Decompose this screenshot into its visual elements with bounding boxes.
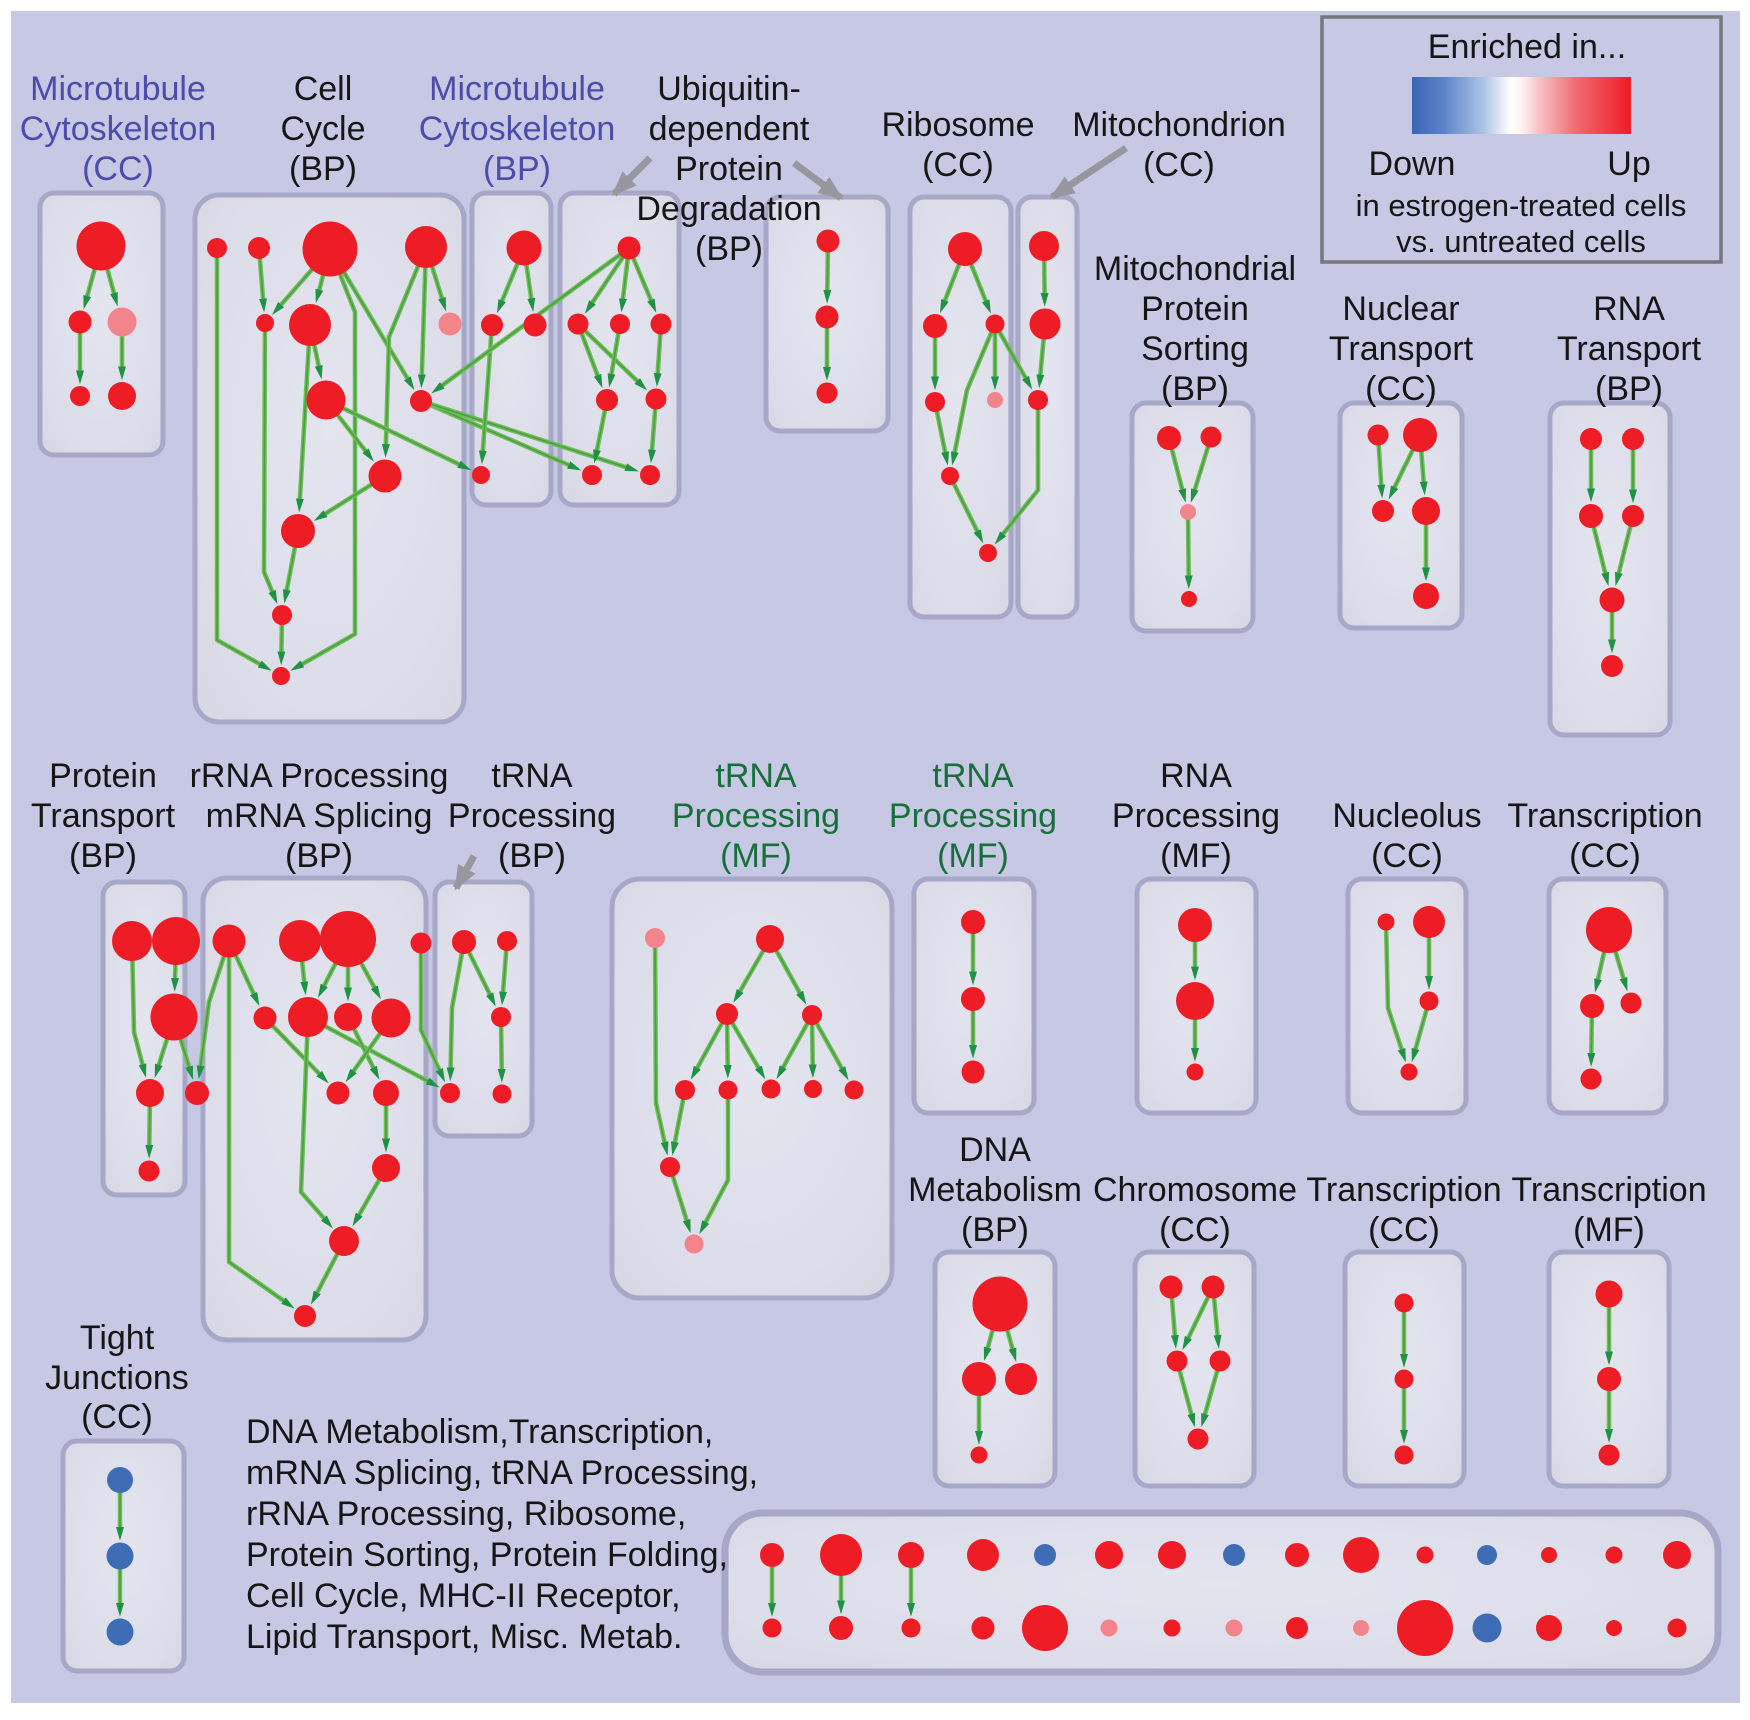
svg-text:(MF): (MF) xyxy=(720,837,792,875)
svg-text:(MF): (MF) xyxy=(1573,1211,1645,1249)
svg-text:(MF): (MF) xyxy=(937,837,1009,875)
svg-text:Cell: Cell xyxy=(294,70,353,108)
svg-text:Nucleolus: Nucleolus xyxy=(1332,797,1481,835)
svg-text:Tight: Tight xyxy=(80,1319,155,1357)
svg-text:Transport: Transport xyxy=(1557,330,1702,368)
svg-text:(CC): (CC) xyxy=(1365,370,1437,408)
svg-text:(CC): (CC) xyxy=(1371,837,1443,875)
svg-text:Cytoskeleton: Cytoskeleton xyxy=(419,110,616,148)
svg-text:Nuclear: Nuclear xyxy=(1342,290,1459,328)
svg-text:Protein Sorting, Protein Foldi: Protein Sorting, Protein Folding, xyxy=(246,1536,728,1574)
svg-text:rRNA Processing: rRNA Processing xyxy=(190,757,449,795)
svg-text:Transport: Transport xyxy=(31,797,176,835)
svg-text:Mitochondrial: Mitochondrial xyxy=(1094,250,1296,288)
svg-text:Processing: Processing xyxy=(889,797,1057,835)
svg-text:(BP): (BP) xyxy=(69,837,137,875)
svg-text:Microtubule: Microtubule xyxy=(30,70,206,108)
svg-text:mRNA Splicing, tRNA Processing: mRNA Splicing, tRNA Processing, xyxy=(246,1454,758,1492)
svg-text:(MF): (MF) xyxy=(1160,837,1232,875)
svg-text:Transcription: Transcription xyxy=(1511,1171,1706,1209)
svg-text:Sorting: Sorting xyxy=(1141,330,1249,368)
svg-text:Mitochondrion: Mitochondrion xyxy=(1072,106,1286,144)
svg-text:(CC): (CC) xyxy=(1569,837,1641,875)
svg-text:(CC): (CC) xyxy=(1368,1211,1440,1249)
svg-text:Cycle: Cycle xyxy=(280,110,365,148)
svg-text:in estrogen-treated cells: in estrogen-treated cells xyxy=(1356,188,1687,223)
svg-text:Ubiquitin-: Ubiquitin- xyxy=(657,70,801,108)
svg-text:tRNA: tRNA xyxy=(932,757,1014,795)
svg-text:Microtubule: Microtubule xyxy=(429,70,605,108)
svg-text:Junctions: Junctions xyxy=(45,1359,189,1397)
svg-text:(CC): (CC) xyxy=(922,146,994,184)
svg-text:(BP): (BP) xyxy=(483,150,551,188)
svg-text:(BP): (BP) xyxy=(1161,370,1229,408)
svg-text:Lipid Transport, Misc. Metab.: Lipid Transport, Misc. Metab. xyxy=(246,1618,683,1656)
svg-text:tRNA: tRNA xyxy=(715,757,797,795)
svg-text:Ribosome: Ribosome xyxy=(881,106,1034,144)
svg-text:Cell Cycle, MHC-II Receptor,: Cell Cycle, MHC-II Receptor, xyxy=(246,1577,681,1615)
svg-text:Degradation: Degradation xyxy=(636,190,821,228)
svg-text:Enriched in...: Enriched in... xyxy=(1428,28,1626,66)
svg-text:(BP): (BP) xyxy=(285,837,353,875)
svg-text:dependent: dependent xyxy=(649,110,810,148)
svg-text:(CC): (CC) xyxy=(82,150,154,188)
svg-text:(BP): (BP) xyxy=(498,837,566,875)
svg-text:(BP): (BP) xyxy=(1595,370,1663,408)
svg-text:DNA: DNA xyxy=(959,1131,1031,1169)
svg-text:rRNA Processing, Ribosome,: rRNA Processing, Ribosome, xyxy=(246,1495,686,1533)
svg-text:(BP): (BP) xyxy=(961,1211,1029,1249)
svg-text:vs. untreated cells: vs. untreated cells xyxy=(1396,224,1646,259)
svg-text:Chromosome: Chromosome xyxy=(1093,1171,1297,1209)
svg-text:Transcription: Transcription xyxy=(1306,1171,1501,1209)
svg-text:Transport: Transport xyxy=(1329,330,1474,368)
svg-text:Up: Up xyxy=(1607,145,1650,183)
svg-text:(BP): (BP) xyxy=(289,150,357,188)
svg-text:(BP): (BP) xyxy=(695,230,763,268)
svg-text:Down: Down xyxy=(1369,145,1456,183)
svg-text:(CC): (CC) xyxy=(1159,1211,1231,1249)
svg-text:Processing: Processing xyxy=(1112,797,1280,835)
svg-text:RNA: RNA xyxy=(1593,290,1665,328)
svg-text:Protein: Protein xyxy=(49,757,157,795)
svg-text:Protein: Protein xyxy=(1141,290,1249,328)
svg-text:Processing: Processing xyxy=(672,797,840,835)
svg-text:mRNA Splicing: mRNA Splicing xyxy=(206,797,433,835)
svg-text:Cytoskeleton: Cytoskeleton xyxy=(20,110,217,148)
svg-text:DNA Metabolism,Transcription,: DNA Metabolism,Transcription, xyxy=(246,1413,713,1451)
svg-text:Transcription: Transcription xyxy=(1507,797,1702,835)
svg-text:(CC): (CC) xyxy=(81,1398,153,1436)
svg-text:RNA: RNA xyxy=(1160,757,1232,795)
svg-text:Metabolism: Metabolism xyxy=(908,1171,1082,1209)
svg-text:tRNA: tRNA xyxy=(491,757,573,795)
svg-text:Processing: Processing xyxy=(448,797,616,835)
svg-text:Protein: Protein xyxy=(675,150,783,188)
svg-text:(CC): (CC) xyxy=(1143,146,1215,184)
